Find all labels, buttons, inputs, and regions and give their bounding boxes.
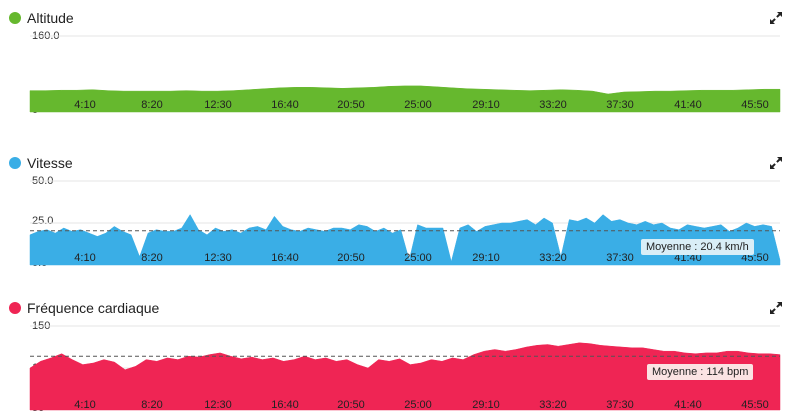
heart-rate-chart: 4:10 8:20 12:30 16:40 20:50 25:00 29:10 33:20 37… <box>29 325 781 411</box>
heart-rate-title: Fréquence cardiaque <box>27 300 160 316</box>
vitesse-x-tick-label: 4:10 <box>74 252 95 264</box>
heart-rate-panel: Fréquence cardiaque 150 100 50 4:108:201… <box>0 298 790 416</box>
heart-rate-x-tick-label: 12:30 <box>204 399 232 411</box>
heart-rate-x-tick-label: 16:40 <box>271 399 299 411</box>
altitude-chart: 4:10 8:20 12:30 16:40 20:50 25:00 29:10 33:20 37… <box>29 35 781 113</box>
vitesse-x-tick-label: 20:50 <box>337 252 365 264</box>
vitesse-x-tick-label: 29:10 <box>472 252 500 264</box>
heart-rate-x-tick-label: 29:10 <box>472 399 500 411</box>
vitesse-x-tick-label: 41:40 <box>674 252 702 264</box>
heart-rate-header: Fréquence cardiaque <box>9 298 159 318</box>
vitesse-panel: Vitesse 50.0 25.0 0.0 4:108:2012:3016:40… <box>0 153 790 269</box>
altitude-area-series <box>29 85 781 113</box>
altitude-x-tick-label: 45:50 <box>741 99 769 111</box>
altitude-x-tick-label: 41:40 <box>674 99 702 111</box>
vitesse-x-tick-label: 45:50 <box>741 252 769 264</box>
heart-rate-legend-dot <box>9 302 21 314</box>
vitesse-y-mid-label: 25.0 <box>32 215 54 227</box>
heart-rate-average-badge: Moyenne : 114 bpm <box>647 364 754 380</box>
altitude-x-tick-label: 33:20 <box>539 99 567 111</box>
heart-rate-x-tick-label: 45:50 <box>741 399 769 411</box>
vitesse-x-tick-label: 12:30 <box>204 252 232 264</box>
altitude-x-tick-label: 16:40 <box>271 99 299 111</box>
expand-arrows-icon[interactable] <box>768 155 784 171</box>
heart-rate-x-tick-label: 41:40 <box>674 399 702 411</box>
altitude-x-tick-label: 37:30 <box>606 99 634 111</box>
altitude-legend-dot <box>9 12 21 24</box>
altitude-header: Altitude <box>9 8 74 28</box>
altitude-x-tick-label: 12:30 <box>204 99 232 111</box>
heart-rate-x-tick-label: 33:20 <box>539 399 567 411</box>
heart-rate-x-tick-label: 37:30 <box>606 399 634 411</box>
altitude-x-tick-label: 4:10 <box>74 99 95 111</box>
vitesse-legend-dot <box>9 157 21 169</box>
vitesse-x-tick-label: 8:20 <box>141 252 162 264</box>
vitesse-chart: 4:10 8:20 12:30 16:40 20:50 25:00 29:10 33:20 37… <box>29 180 781 266</box>
vitesse-average-badge: Moyenne : 20.4 km/h <box>641 239 754 255</box>
vitesse-x-tick-label: 16:40 <box>271 252 299 264</box>
altitude-x-tick-label: 29:10 <box>472 99 500 111</box>
altitude-title: Altitude <box>27 10 74 26</box>
altitude-x-tick-label: 20:50 <box>337 99 365 111</box>
heart-rate-area-series <box>29 342 781 411</box>
expand-arrows-icon[interactable] <box>768 10 784 26</box>
heart-rate-x-tick-label: 8:20 <box>141 399 162 411</box>
altitude-x-tick-label: 25:00 <box>404 99 432 111</box>
vitesse-area-series <box>29 214 781 266</box>
heart-rate-x-tick-label: 25:00 <box>404 399 432 411</box>
vitesse-title: Vitesse <box>27 155 73 171</box>
vitesse-x-tick-label: 33:20 <box>539 252 567 264</box>
vitesse-x-tick-label: 25:00 <box>404 252 432 264</box>
expand-arrows-icon[interactable] <box>768 300 784 316</box>
vitesse-header: Vitesse <box>9 153 73 173</box>
altitude-x-tick-label: 8:20 <box>141 99 162 111</box>
heart-rate-x-tick-label: 4:10 <box>74 399 95 411</box>
altitude-panel: Altitude 160.0 0 4:108:2012:3016:4020:50… <box>0 8 790 118</box>
heart-rate-x-tick-label: 20:50 <box>337 399 365 411</box>
vitesse-x-tick-label: 37:30 <box>606 252 634 264</box>
